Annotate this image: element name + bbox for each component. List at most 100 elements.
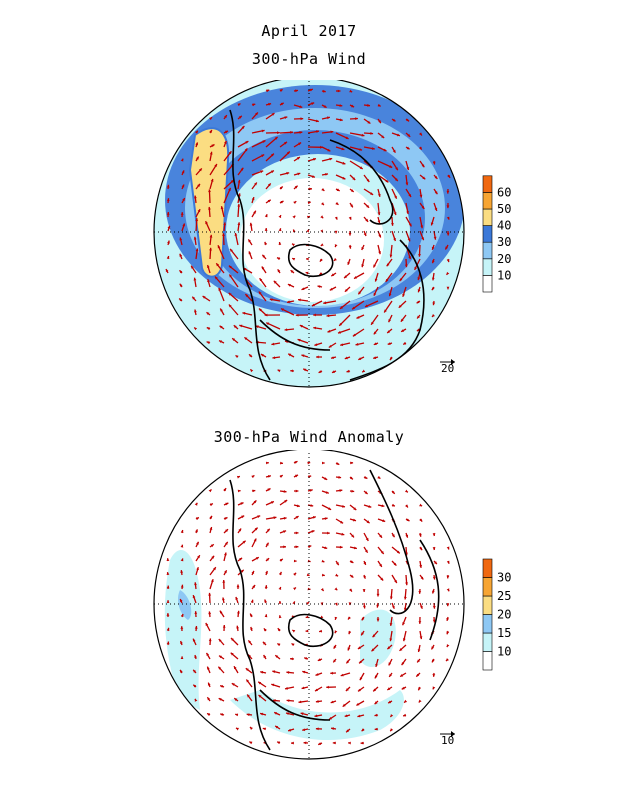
wind-vector-head <box>219 325 223 329</box>
wind-vector-head <box>261 129 265 133</box>
wind-vector-head <box>431 246 435 250</box>
wind-vector-head <box>315 688 318 692</box>
wind-vector-head <box>202 296 206 299</box>
wind-vector-head <box>344 288 348 292</box>
wind-vector-head <box>228 187 231 191</box>
colorbar-tick-label: 25 <box>497 589 511 603</box>
wind-vector-head <box>209 130 212 133</box>
wind-vector-head <box>230 652 234 656</box>
wind-panel-title: 300-hPa Wind <box>251 50 367 68</box>
wind-vector-head <box>295 531 299 535</box>
wind-vector-head <box>434 207 438 211</box>
wind-vector-head <box>405 489 408 493</box>
wind-vector-head <box>374 675 378 679</box>
wind-vector-head <box>313 157 316 161</box>
wind-vector-head <box>254 527 258 531</box>
wind-vector-head <box>211 555 215 559</box>
wind-vector-head <box>401 662 405 666</box>
wind-vector-head <box>408 223 412 227</box>
wind-vector-head <box>293 559 297 563</box>
wind-vector-head <box>362 369 366 373</box>
wind-vector-head <box>340 343 344 347</box>
wind-vector-head <box>334 230 338 234</box>
wind-vector-head <box>382 519 386 522</box>
wind-vector-head <box>418 254 421 257</box>
wind-vector-head <box>286 671 290 674</box>
wind-vector-head <box>347 261 351 265</box>
wind-vector-head <box>431 287 435 291</box>
wind-vector-head <box>194 327 198 331</box>
wind-vector-head <box>330 700 334 704</box>
wind-vector-head <box>336 188 340 191</box>
wind-vector-head <box>284 116 288 119</box>
wind-vector-head <box>361 133 365 137</box>
wind-vector-head <box>248 251 252 255</box>
wind-vector-head <box>259 308 262 312</box>
wind-vector-head <box>339 104 343 107</box>
wind-vector-head <box>297 172 301 176</box>
wind-vector-head <box>374 701 378 705</box>
wind-vector-head <box>264 214 268 218</box>
wind-vector-head <box>324 517 328 520</box>
wind-vector-head <box>264 585 268 588</box>
wind-vector-head <box>278 615 282 619</box>
wind-vector-head <box>432 619 436 623</box>
wind-vector-head <box>446 546 450 550</box>
wind-reference-label: 20 <box>441 362 454 375</box>
wind-vector-head <box>292 215 296 219</box>
wind-vector-head <box>434 176 438 179</box>
colorbar-tick-label: 40 <box>497 219 511 233</box>
wind-vector-head <box>400 674 404 677</box>
wind-vector-head <box>395 167 398 171</box>
wind-vector-head <box>328 344 332 348</box>
wind-vector-head <box>432 260 435 264</box>
wind-vector-head <box>280 461 283 465</box>
colorbar-tick-label: 20 <box>497 608 511 622</box>
wind-vector-head <box>180 212 184 215</box>
wind-vector-head <box>446 259 450 263</box>
wind-vector-head <box>305 271 309 275</box>
wind-vector-head <box>361 247 365 250</box>
wind-vector-head <box>262 140 266 143</box>
wind-vector-head <box>194 195 197 199</box>
anomaly-colorbar: 10 15 20 25 30 <box>482 558 511 671</box>
wind-vector-head <box>197 555 200 559</box>
colorbar-swatch <box>482 632 493 652</box>
wind-vector-head <box>329 287 333 291</box>
anomaly-panel-title: 300-hPa Wind Anomaly <box>213 428 405 446</box>
wind-vector-head <box>220 308 223 312</box>
wind-vector-head <box>313 313 316 317</box>
wind-vector-head <box>196 567 199 571</box>
wind-vector-head <box>417 289 421 293</box>
wind-vector-head <box>266 558 270 561</box>
colorbar-swatch <box>482 225 493 243</box>
wind-vector-head <box>264 599 267 603</box>
colorbar-swatch <box>482 175 493 193</box>
wind-vector-head <box>262 727 266 731</box>
wind-vector-head <box>193 277 197 281</box>
wind-vector-head <box>321 559 325 563</box>
wind-vector-head <box>420 576 424 580</box>
wind-vector-head <box>228 151 232 155</box>
wind-vector-head <box>260 354 264 357</box>
wind-vector-head <box>166 558 170 561</box>
wind-vector-head <box>257 515 261 518</box>
wind-vector-head <box>345 688 349 691</box>
wind-vector-head <box>365 218 369 222</box>
wind-vector-head <box>348 616 351 620</box>
wind-vector-head <box>354 546 357 550</box>
wind-vector-head <box>283 490 287 493</box>
wind-vector-head <box>351 104 355 108</box>
wind-vector-head <box>287 300 290 304</box>
colorbar-swatch <box>482 595 493 615</box>
wind-vector-head <box>331 727 334 730</box>
wind-vector-head <box>262 641 266 645</box>
wind-vector-head <box>222 597 225 601</box>
wind-vector-head <box>240 502 244 505</box>
wind-vector-head <box>301 354 305 358</box>
wind-vector-head <box>446 575 450 579</box>
wind-vector-head <box>373 331 377 335</box>
wind-vector-head <box>237 203 241 207</box>
wind-vector-head <box>231 683 235 686</box>
colorbar-tick-label: 50 <box>497 202 511 216</box>
